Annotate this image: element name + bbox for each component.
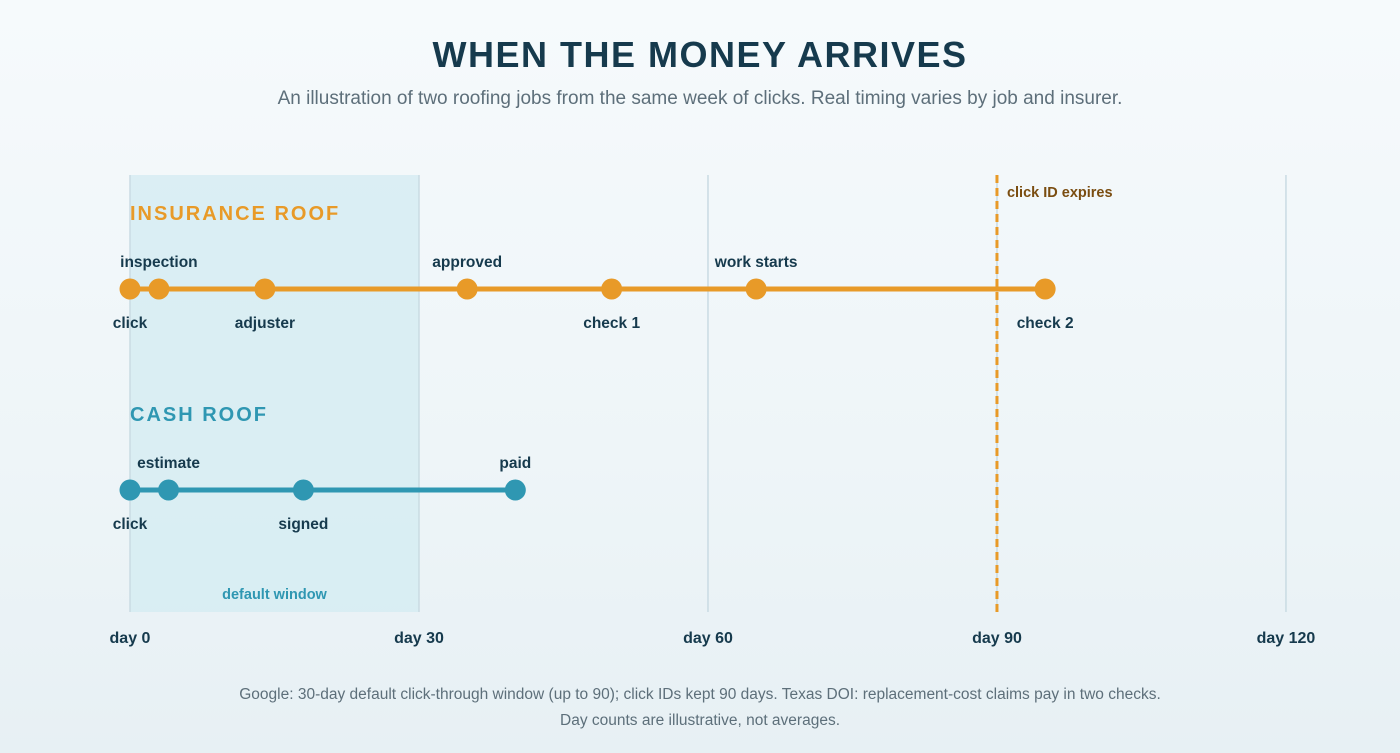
click-id-expiry-label: click ID expires xyxy=(1007,185,1113,201)
tick-label-day-30: day 30 xyxy=(394,630,444,647)
insurance-event-label-approved: approved xyxy=(432,254,502,271)
insurance-event-dot-click xyxy=(119,278,141,300)
insurance-event-label-inspection: inspection xyxy=(120,254,198,271)
cash-event-dot-click xyxy=(119,479,141,501)
insurance-event-label-click: click xyxy=(113,315,148,332)
timeline-diagram: default window day 0 day 30 day 60 day 90 day… xyxy=(110,175,1316,647)
insurance-event-label-adjuster: adjuster xyxy=(235,315,295,332)
insurance-event-dot-check-1 xyxy=(601,278,623,300)
insurance-event-dot-check-2 xyxy=(1034,278,1056,300)
cash-event-label-click: click xyxy=(113,516,148,533)
cash-track-title: CASH ROOF xyxy=(130,404,268,426)
footnote-disclaimer: Day counts are illustrative, not average… xyxy=(560,712,840,729)
insurance-track-title: INSURANCE ROOF xyxy=(130,203,340,225)
page-title: WHEN THE MONEY ARRIVES xyxy=(432,34,968,75)
cash-event-label-signed: signed xyxy=(278,516,328,533)
page-subtitle: An illustration of two roofing jobs from… xyxy=(277,88,1123,109)
cash-event-dot-signed xyxy=(292,479,314,501)
cash-event-label-estimate: estimate xyxy=(137,455,200,472)
insurance-event-label-work-starts: work starts xyxy=(714,254,798,271)
cash-event-label-paid: paid xyxy=(499,455,531,472)
default-window-band xyxy=(130,175,419,612)
insurance-event-dot-approved xyxy=(456,278,478,300)
insurance-event-label-check-1: check 1 xyxy=(583,315,640,332)
insurance-event-dot-work-starts xyxy=(745,278,767,300)
insurance-event-dot-inspection xyxy=(148,278,170,300)
tick-label-day-60: day 60 xyxy=(683,630,733,647)
cash-event-dot-paid xyxy=(504,479,526,501)
cash-event-dot-estimate xyxy=(158,479,180,501)
insurance-event-label-check-2: check 2 xyxy=(1017,315,1074,332)
insurance-event-dot-adjuster xyxy=(254,278,276,300)
footnote-sources: Google: 30-day default click-through win… xyxy=(239,686,1161,703)
default-window-label: default window xyxy=(222,587,327,603)
tick-label-day-120: day 120 xyxy=(1257,630,1316,647)
tick-label-day-0: day 0 xyxy=(110,630,151,647)
tick-label-day-90: day 90 xyxy=(972,630,1022,647)
